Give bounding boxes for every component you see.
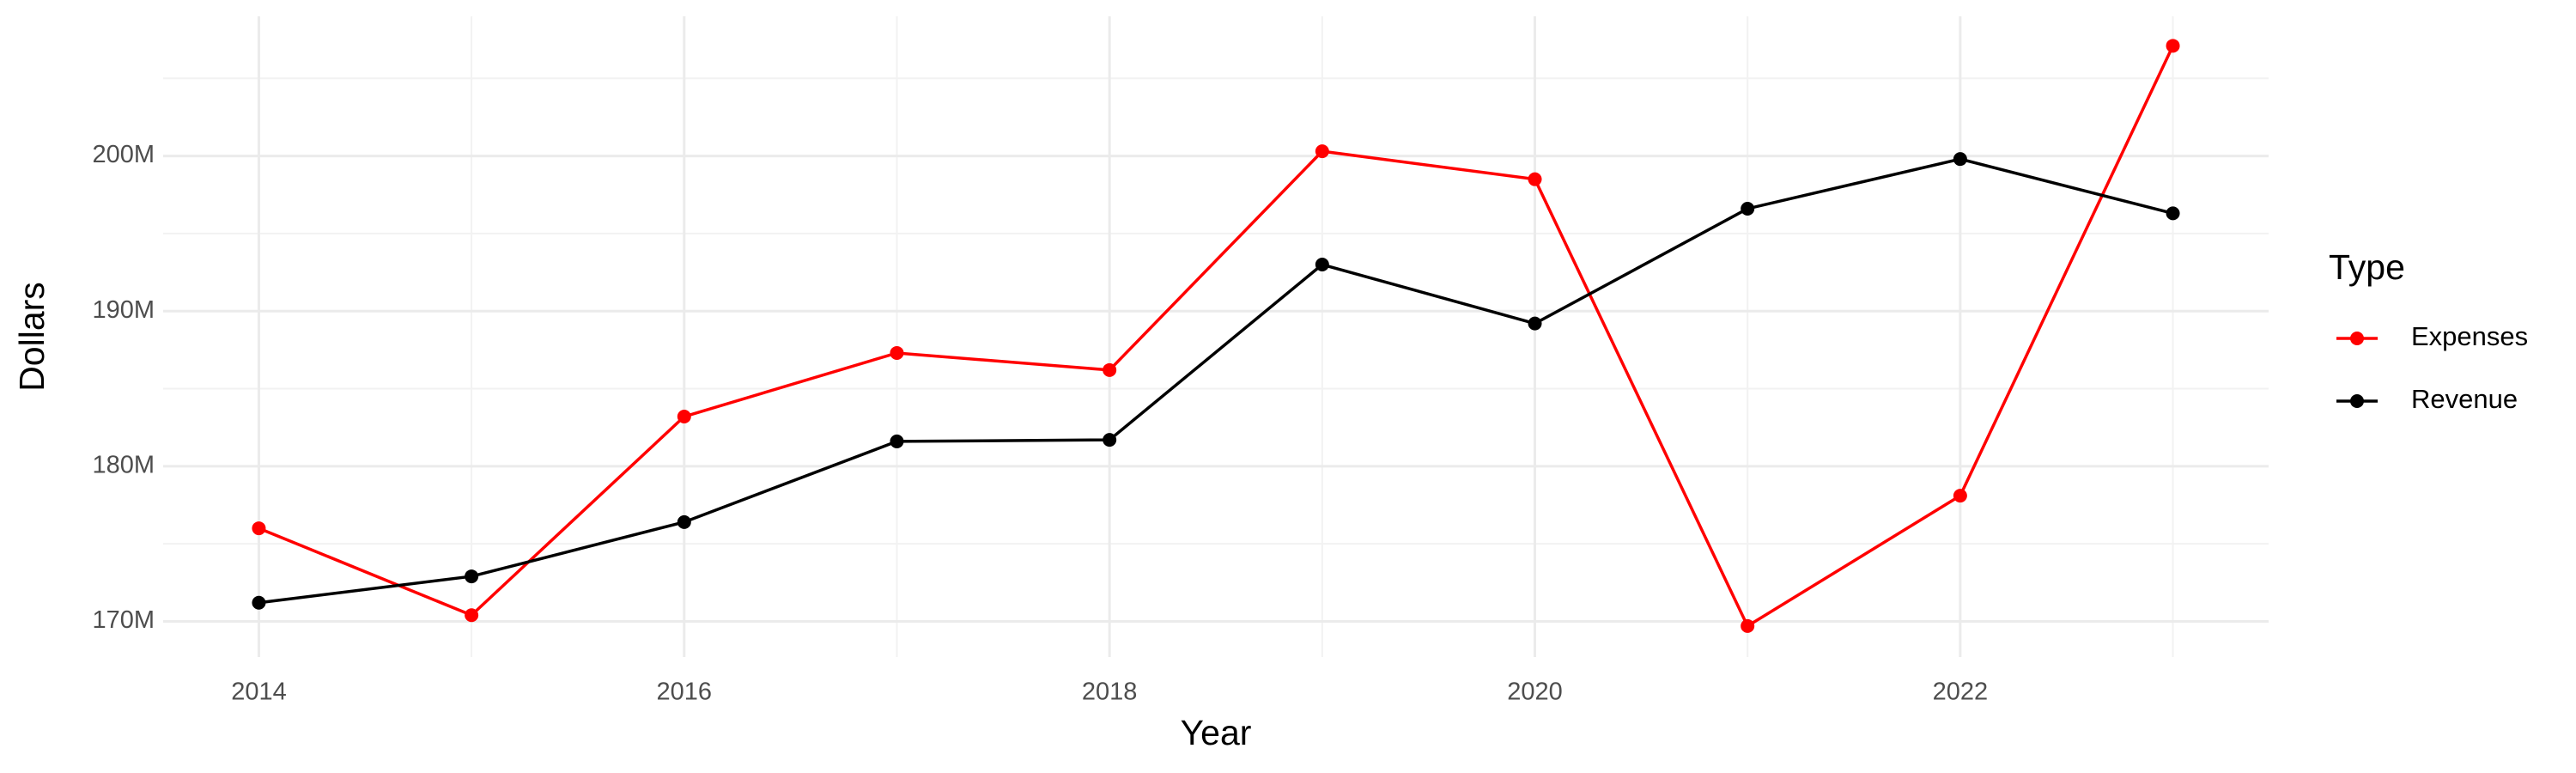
data-point [890,345,904,360]
series-line [258,45,2175,629]
data-point [1741,618,1755,633]
y-tick-label: 170M [92,606,155,634]
data-point [1315,258,1329,272]
data-point [1528,172,1542,186]
y-tick-label: 180M [92,451,155,478]
legend-label: Revenue [2411,384,2518,414]
x-tick-label: 2014 [231,679,287,706]
y-tick-label: 200M [92,141,155,168]
legend-title: Type [2329,247,2405,287]
data-point [252,521,266,536]
legend-label: Expenses [2411,321,2528,351]
data-point [1953,152,1967,167]
data-point [1741,201,1755,216]
data-point [677,514,691,529]
data-point [1103,433,1117,447]
legend-key-point [2350,332,2364,345]
y-axis-title: Dollars [12,282,52,392]
data-point [1103,362,1117,377]
legend-key-point [2350,394,2364,408]
data-point [1953,489,1967,503]
data-point [1315,144,1329,159]
y-tick-label: 190M [92,296,155,324]
x-tick-label: 2022 [1933,679,1989,706]
data-point [2166,206,2180,221]
grid [163,16,2269,657]
data-point [1528,316,1542,331]
x-tick-label: 2016 [657,679,713,706]
x-tick-label: 2020 [1507,679,1563,706]
data-point [2166,39,2180,53]
x-axis-title: Year [1181,713,1252,752]
data-point [465,608,479,623]
data-point [890,434,904,448]
data-point [252,595,266,610]
x-tick-label: 2018 [1082,679,1138,706]
data-point [465,569,479,584]
data-point [677,410,691,424]
series-line [258,157,2173,605]
